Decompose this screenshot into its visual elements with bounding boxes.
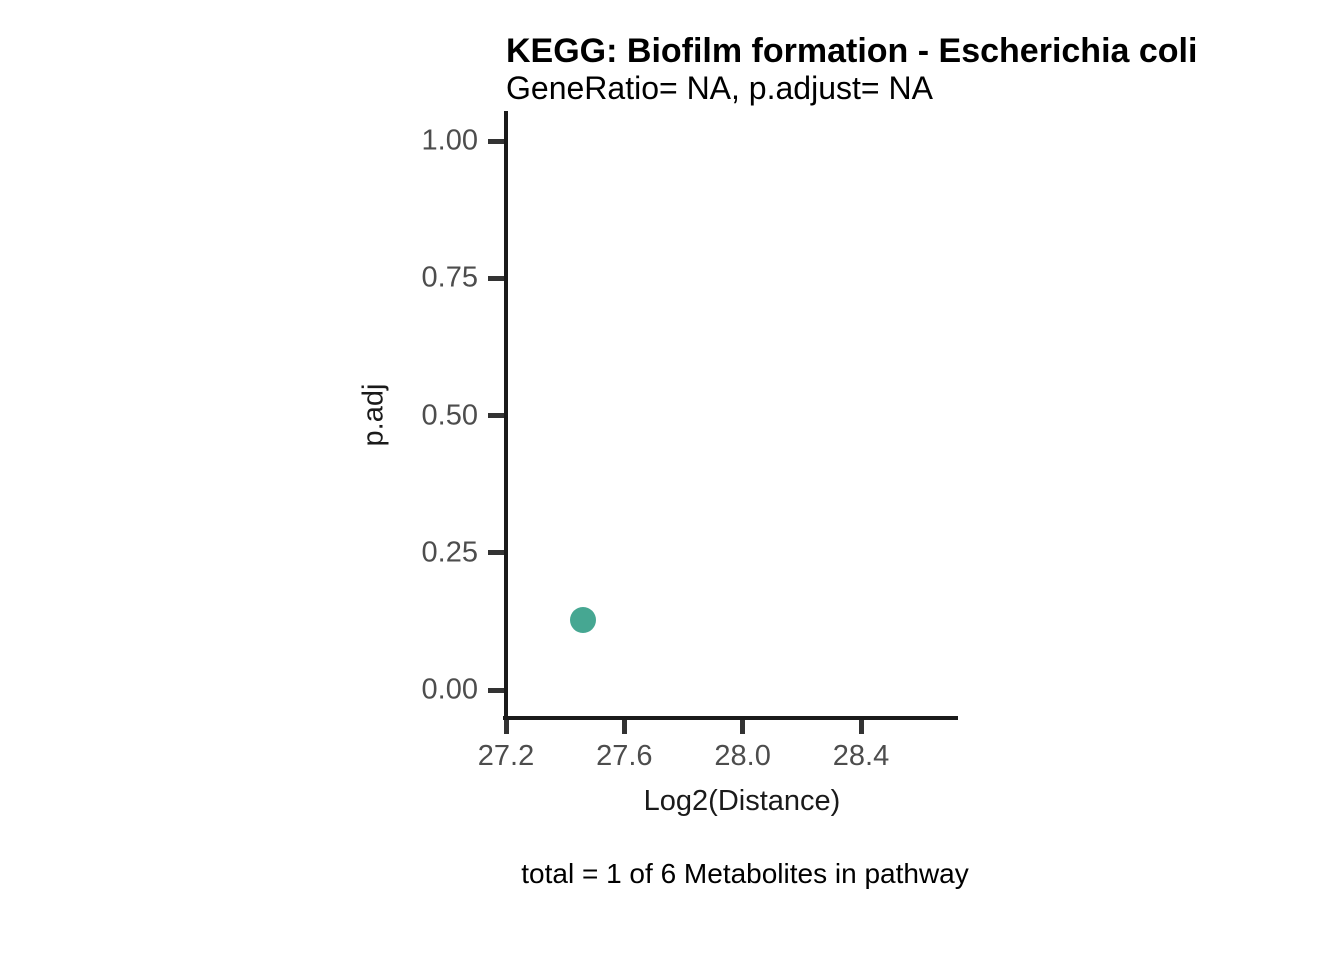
chart-title: KEGG: Biofilm formation - Escherichia co…	[506, 32, 1198, 70]
y-tick-mark	[488, 687, 504, 693]
x-axis-title: Log2(Distance)	[643, 785, 841, 817]
y-tick-label: 0.00	[421, 673, 478, 706]
y-tick-mark	[488, 138, 504, 144]
x-tick-label: 28.0	[714, 740, 771, 772]
y-tick-label: 1.00	[421, 124, 478, 157]
y-tick-label: 0.25	[421, 536, 478, 569]
y-tick-label: 0.50	[421, 399, 478, 431]
y-tick-mark	[488, 275, 504, 281]
x-tick-mark	[740, 720, 746, 734]
x-tick-label: 27.6	[596, 740, 653, 772]
x-tick-mark	[621, 720, 627, 734]
x-tick-mark	[858, 720, 864, 734]
y-axis-title: p.adj	[357, 383, 390, 447]
x-tick-mark	[503, 720, 509, 734]
scatter-point	[569, 607, 596, 634]
y-tick-label: 0.75	[421, 261, 478, 294]
y-axis-line	[504, 111, 508, 720]
y-tick-mark	[488, 550, 504, 556]
x-axis-line	[503, 716, 958, 720]
chart-subtitle: GeneRatio= NA, p.adjust= NA	[506, 70, 933, 106]
plot-caption: total = 1 of 6 Metabolites in pathway	[521, 858, 969, 889]
x-tick-label: 28.4	[832, 740, 890, 772]
x-tick-label: 27.2	[477, 740, 535, 772]
y-tick-mark	[488, 413, 504, 418]
